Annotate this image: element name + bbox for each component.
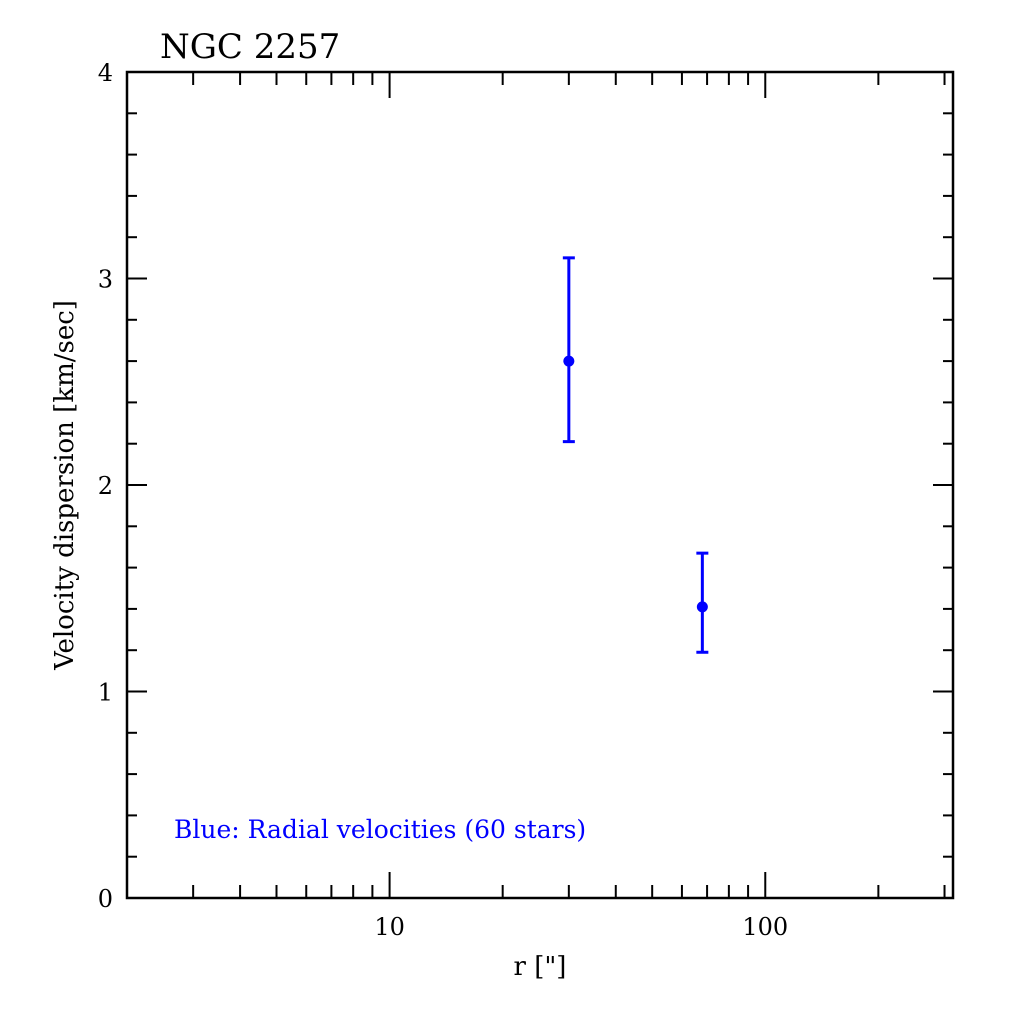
data-point xyxy=(696,601,708,613)
chart-title: NGC 2257 xyxy=(160,27,340,67)
legend-annotation: Blue: Radial velocities (60 stars) xyxy=(174,815,586,844)
axis-ticks xyxy=(126,71,953,899)
y-tick-label: 1 xyxy=(98,679,113,707)
plot-frame xyxy=(125,70,955,900)
y-axis-label: Velocity dispersion [km/sec] xyxy=(50,300,80,671)
x-tick-label: 10 xyxy=(374,913,405,941)
data-point-group xyxy=(696,551,709,654)
axis-tick-labels: 0 1 2 3 4 10 100 xyxy=(98,59,788,941)
data-points xyxy=(562,256,709,654)
x-axis-label: r ["] xyxy=(514,952,567,982)
x-tick-label: 100 xyxy=(742,913,788,941)
y-tick-label: 3 xyxy=(98,266,113,294)
y-tick-label: 4 xyxy=(98,59,113,87)
data-point-group xyxy=(562,256,575,444)
y-tick-label: 0 xyxy=(98,885,113,913)
data-point xyxy=(563,355,575,367)
y-tick-label: 2 xyxy=(98,472,113,500)
